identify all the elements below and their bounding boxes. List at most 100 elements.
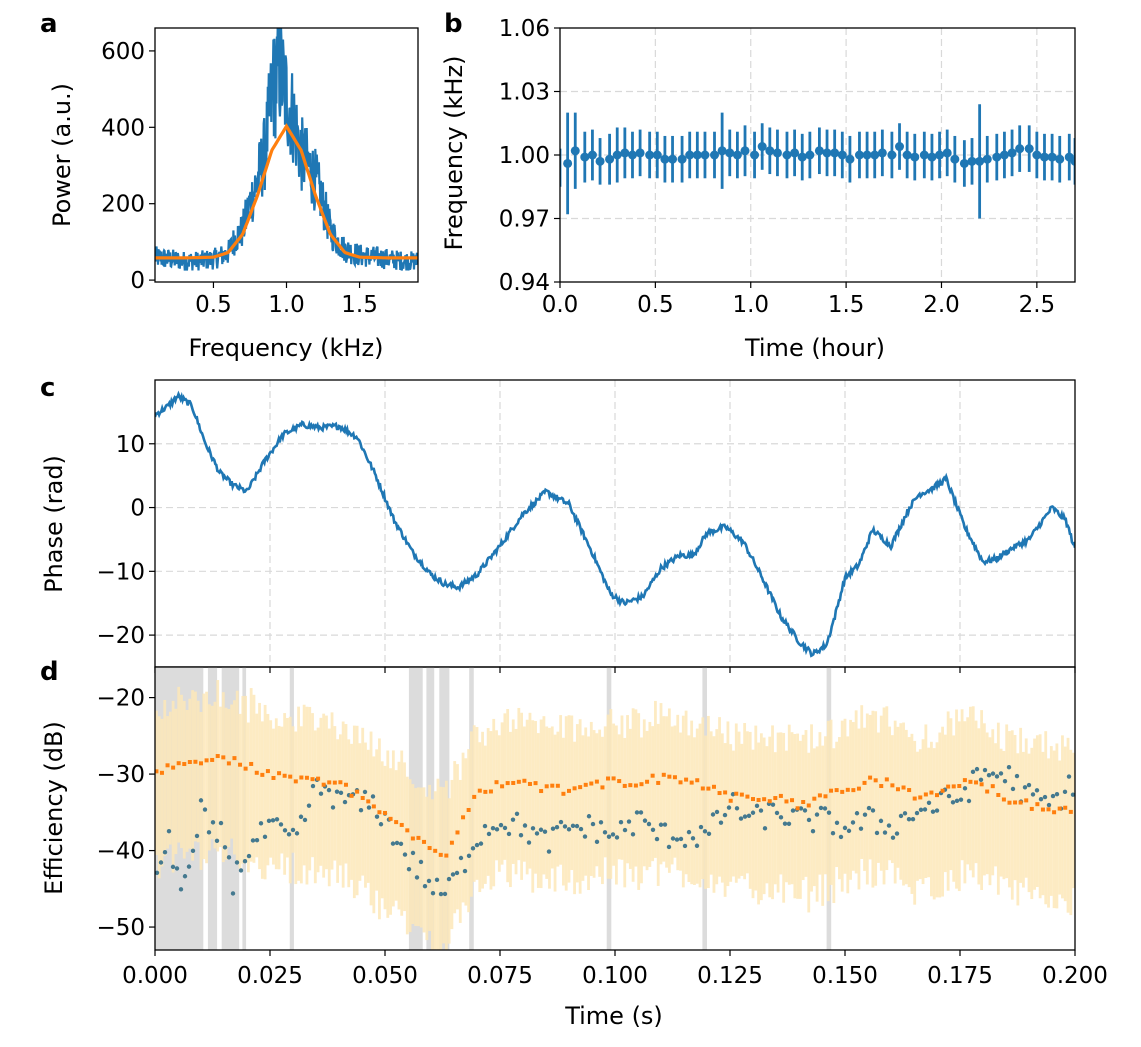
- band-segment: [798, 740, 802, 899]
- teal-point: [1002, 778, 1008, 784]
- orange-point: [288, 774, 293, 779]
- data-point: [982, 154, 992, 164]
- band-segment: [843, 718, 847, 874]
- data-point: [587, 150, 597, 160]
- teal-point: [1030, 792, 1036, 797]
- band-segment: [812, 748, 816, 887]
- teal-point: [502, 825, 508, 831]
- orange-point: [901, 785, 906, 790]
- band-segment: [486, 728, 490, 876]
- orange-point: [488, 789, 493, 794]
- panel-a-ylabel: Power (a.u.): [48, 83, 76, 227]
- orange-point: [606, 776, 611, 781]
- orange-point: [371, 804, 376, 809]
- orange-point: [650, 773, 655, 778]
- band-segment: [896, 726, 900, 868]
- teal-point: [326, 787, 332, 793]
- band-segment: [171, 700, 175, 873]
- teal-point: [974, 766, 980, 772]
- phase-line: [155, 390, 1075, 658]
- orange-point: [511, 780, 516, 785]
- teal-point: [830, 831, 836, 836]
- band-segment: [272, 728, 275, 865]
- band-segment: [525, 719, 529, 875]
- orange-point: [583, 782, 588, 787]
- teal-point: [818, 805, 824, 811]
- band-segment: [378, 738, 381, 920]
- band-segment: [980, 710, 984, 890]
- teal-point: [638, 810, 644, 815]
- teal-point: [378, 822, 384, 827]
- orange-point: [745, 794, 750, 799]
- band-segment: [389, 768, 392, 915]
- orange-series: [155, 754, 1073, 858]
- band-segment: [667, 708, 671, 873]
- band-segment: [553, 734, 557, 892]
- teal-point: [650, 827, 656, 832]
- band-segment: [628, 728, 632, 869]
- band-segment: [400, 750, 404, 916]
- teal-point: [654, 836, 660, 842]
- teal-point: [482, 823, 488, 829]
- x-tick-label: 0.075: [467, 963, 533, 989]
- band-segment: [461, 752, 465, 903]
- band-segment: [623, 737, 627, 888]
- teal-point: [834, 820, 840, 825]
- teal-point: [454, 870, 460, 876]
- teal-point: [610, 832, 616, 837]
- teal-point: [910, 817, 916, 822]
- band-segment: [511, 719, 515, 864]
- data-point: [595, 156, 605, 166]
- data-point: [837, 150, 847, 160]
- band-segment: [631, 708, 635, 882]
- teal-point: [278, 822, 284, 827]
- orange-point: [907, 788, 912, 793]
- orange-point: [455, 830, 460, 835]
- data-point: [710, 150, 719, 160]
- band-segment: [885, 706, 889, 871]
- band-segment: [260, 721, 264, 879]
- band-segment: [734, 723, 738, 883]
- orange-point: [299, 775, 304, 780]
- band-segment: [1024, 738, 1028, 878]
- teal-point: [878, 818, 884, 824]
- band-segment: [732, 750, 735, 877]
- band-segment: [394, 770, 398, 901]
- band-segment: [938, 732, 942, 898]
- orange-point: [728, 798, 733, 803]
- band-segment: [291, 726, 295, 853]
- band-segment: [380, 761, 384, 899]
- teal-point: [410, 850, 416, 856]
- x-tick-label: 2.0: [923, 292, 960, 318]
- band-segment: [283, 713, 287, 875]
- teal-point: [890, 835, 896, 840]
- band-segment: [693, 737, 696, 885]
- orange-point: [1063, 805, 1068, 810]
- orange-point: [522, 778, 527, 783]
- data-point: [845, 154, 855, 164]
- band-segment: [620, 715, 624, 860]
- band-segment: [458, 779, 462, 923]
- band-segment: [1022, 751, 1025, 888]
- orange-point: [187, 760, 192, 765]
- band-segment: [751, 749, 755, 899]
- band-segment: [587, 736, 590, 891]
- teal-point: [870, 808, 876, 813]
- band-segment: [651, 726, 655, 862]
- band-segment: [918, 749, 922, 880]
- x-tick-label: 1.0: [732, 292, 769, 318]
- teal-point: [926, 800, 932, 806]
- band-segment: [333, 726, 337, 861]
- orange-point: [505, 781, 510, 786]
- teal-point: [598, 820, 604, 825]
- band-segment: [207, 704, 211, 851]
- band-segment: [514, 728, 518, 875]
- orange-point: [1024, 798, 1029, 803]
- band-segment: [567, 715, 571, 883]
- band-segment: [762, 737, 766, 895]
- band-segment: [913, 740, 917, 905]
- orange-point: [700, 786, 705, 791]
- teal-point: [686, 829, 692, 835]
- band-segment: [626, 715, 629, 864]
- teal-point: [155, 870, 160, 875]
